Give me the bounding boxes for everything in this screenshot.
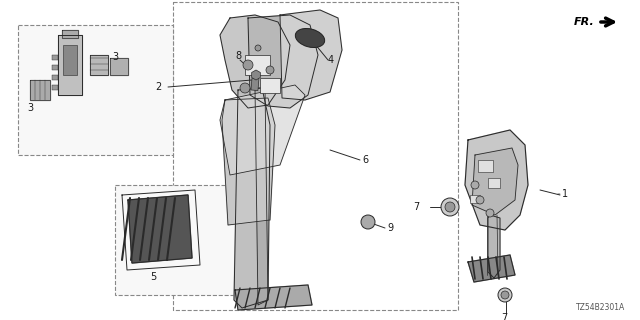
Polygon shape (468, 255, 515, 282)
Polygon shape (90, 55, 108, 75)
Circle shape (476, 196, 484, 204)
Polygon shape (488, 215, 500, 278)
Circle shape (501, 291, 509, 299)
Bar (478, 160, 493, 172)
Circle shape (471, 181, 479, 189)
Polygon shape (128, 195, 192, 263)
Bar (52, 85, 58, 90)
Polygon shape (255, 88, 268, 305)
Polygon shape (30, 80, 50, 100)
Bar (173, 2, 458, 310)
Text: 2: 2 (156, 82, 162, 92)
Text: TZ54B2301A: TZ54B2301A (576, 303, 625, 312)
Polygon shape (234, 88, 270, 308)
Text: 9: 9 (387, 223, 393, 233)
Polygon shape (62, 30, 78, 38)
Circle shape (445, 202, 455, 212)
Circle shape (441, 198, 459, 216)
Ellipse shape (295, 28, 324, 48)
Circle shape (486, 209, 494, 217)
Polygon shape (58, 35, 82, 95)
Circle shape (243, 60, 253, 70)
Text: 8: 8 (235, 51, 241, 61)
Polygon shape (280, 10, 342, 100)
Circle shape (266, 66, 274, 74)
Bar (245, 55, 270, 75)
Bar (115, 185, 255, 295)
Text: 1: 1 (562, 189, 568, 199)
Polygon shape (220, 85, 305, 175)
Polygon shape (248, 15, 318, 108)
Text: 3: 3 (27, 103, 33, 113)
Circle shape (255, 45, 261, 51)
Text: 3: 3 (112, 52, 118, 62)
Bar (251, 78, 259, 91)
Polygon shape (220, 15, 290, 108)
Text: 7: 7 (501, 313, 507, 320)
Polygon shape (222, 98, 275, 225)
Bar (52, 75, 58, 80)
Circle shape (361, 215, 375, 229)
Text: 5: 5 (150, 272, 156, 282)
Bar (260, 78, 280, 93)
Polygon shape (235, 285, 312, 310)
Text: 6: 6 (362, 155, 368, 165)
Bar (52, 65, 58, 70)
Polygon shape (472, 148, 518, 215)
Bar (488, 178, 500, 188)
Text: 4: 4 (328, 55, 334, 65)
Bar (52, 55, 58, 60)
Bar (470, 195, 480, 203)
Text: 7: 7 (413, 202, 419, 212)
Bar (63, 45, 77, 75)
Polygon shape (110, 58, 128, 75)
Text: FR.: FR. (574, 17, 595, 27)
Circle shape (498, 288, 512, 302)
Bar (18, 25, 173, 155)
Polygon shape (465, 130, 528, 230)
Circle shape (240, 83, 250, 93)
